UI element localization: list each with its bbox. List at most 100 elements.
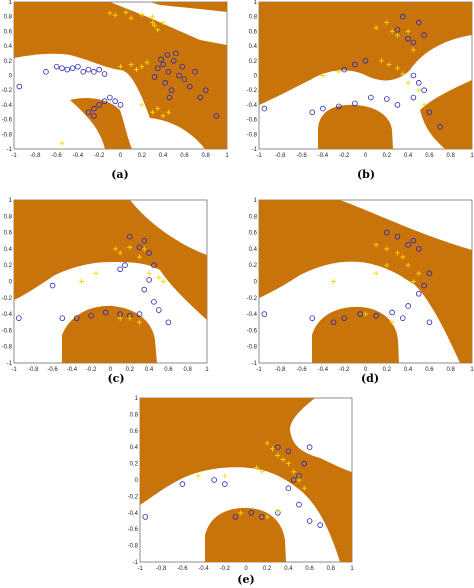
x-axis: -1 -0.8 -0.6 -0.4 -0.2 0 0.2 0.4 0.6 0.8 1 <box>11 367 209 373</box>
x-axis: -1 -0.8 -0.6 -0.4 -0.2 0 0.2 0.4 0.6 0.8 1 <box>256 153 474 159</box>
decision-region <box>205 507 286 562</box>
data-point-plus <box>363 311 368 317</box>
y-tick-label: -1 <box>7 147 13 153</box>
y-tick-label: 0.8 <box>4 214 13 220</box>
data-point-circle <box>421 32 427 38</box>
y-tick-label: 0.6 <box>249 29 258 35</box>
y-tick-label: 0.2 <box>130 462 139 468</box>
data-point-plus <box>139 11 145 17</box>
x-tick-label: -0.4 <box>73 153 84 159</box>
data-point-plus <box>149 20 155 26</box>
data-point-circle <box>69 65 76 71</box>
panel-e: -1 -0.8 -0.6 -0.4 -0.2 0 0.2 0.4 0.6 0.8 1 1 0.8 0.6… <box>128 396 355 586</box>
data-point-circle <box>383 96 390 102</box>
x-tick-label: -0.8 <box>156 566 167 572</box>
decision-region <box>318 104 393 149</box>
y-tick-label: 0.8 <box>130 412 139 418</box>
data-point-circle <box>415 80 422 86</box>
data-point-plus <box>254 465 260 471</box>
decision-region <box>140 398 352 562</box>
data-point-circle <box>306 518 313 524</box>
x-tick-label: -0.2 <box>86 367 97 373</box>
data-point-circle <box>122 262 128 269</box>
data-point-circle <box>141 286 148 293</box>
data-point-plus <box>146 270 152 276</box>
x-tick-label: 0.8 <box>184 367 193 373</box>
data-point-plus <box>389 28 395 34</box>
data-point-circle <box>91 69 97 75</box>
data-point-plus <box>291 469 297 475</box>
data-point-circle <box>166 94 173 101</box>
data-point-circle <box>317 522 324 528</box>
x-tick-label: -0.2 <box>220 566 231 572</box>
x-tick-label: -0.2 <box>94 153 105 159</box>
x-tick-label: -0.4 <box>67 367 78 373</box>
y-axis: 1 0.8 0.6 0.4 0.2 0 -0.2 -0.4 -0.6 -0.8 -1 <box>247 198 258 367</box>
data-point-circle <box>165 319 172 326</box>
data-point-plus <box>149 14 155 20</box>
data-point-plus <box>259 469 265 475</box>
x-tick-label: -0.6 <box>296 367 307 373</box>
data-point-circle <box>285 448 292 455</box>
data-point-plus <box>394 250 400 256</box>
y-tick-label: 0 <box>9 280 13 286</box>
y-tick-label: 0.4 <box>249 44 258 50</box>
x-tick-label: 0.6 <box>180 153 189 159</box>
data-point-plus <box>118 64 123 70</box>
y-axis: 1 0.8 0.6 0.4 0.2 0 -0.2 -0.4 -0.6 -0.8 -1 <box>247 0 258 153</box>
panel-c: -1 -0.8 -0.6 -0.4 -0.2 0 0.2 0.4 0.6 0.8 1 1 0.8 0.6… <box>2 198 210 385</box>
y-tick-label: -0.4 <box>2 312 13 318</box>
data-point-plus <box>275 508 281 514</box>
x-tick-label: 0.6 <box>164 367 173 373</box>
x-tick-label: 0.2 <box>383 153 392 159</box>
data-point-circle <box>309 315 316 321</box>
data-point-circle <box>146 250 152 256</box>
data-point-circle <box>405 303 411 309</box>
y-tick-label: 0.2 <box>249 59 258 65</box>
data-point-circle <box>73 315 80 321</box>
data-point-circle <box>410 237 417 244</box>
data-point-circle <box>101 98 108 105</box>
data-point-circle <box>53 63 60 70</box>
data-point-circle <box>91 105 97 112</box>
x-tick-label: 0 <box>109 367 113 373</box>
data-point-plus <box>416 87 422 93</box>
data-point-plus <box>161 279 167 284</box>
y-tick-label: 0.8 <box>249 214 258 220</box>
data-point-circle <box>142 514 149 520</box>
data-point-circle <box>155 307 162 313</box>
data-point-plus <box>400 71 406 77</box>
x-tick-label: 0.4 <box>284 566 293 572</box>
data-point-plus <box>59 140 65 146</box>
x-tick-label: 0.8 <box>202 153 211 159</box>
data-point-plus <box>331 279 337 284</box>
panel-b: -1 -0.8 -0.6 -0.4 -0.2 0 0.2 0.4 0.6 0.8 1 1 0.8 0.6… <box>247 0 474 181</box>
y-axis: 1 0.8 0.6 0.4 0.2 0 -0.2 -0.4 -0.6 -0.8 -1 <box>2 198 13 367</box>
x-tick-label: 0.4 <box>404 153 413 159</box>
data-point-circle <box>309 109 316 116</box>
y-tick-label: -0.6 <box>2 328 13 334</box>
y-tick-label: 0.4 <box>249 247 258 253</box>
data-point-plus <box>285 461 291 467</box>
data-point-circle <box>102 309 109 316</box>
data-point-plus <box>394 65 400 71</box>
data-point-plus <box>410 279 416 284</box>
data-point-plus <box>301 485 307 491</box>
data-point-circle <box>222 481 228 487</box>
data-point-plus <box>410 47 416 53</box>
y-tick-label: -0.6 <box>128 527 139 533</box>
x-tick-label: -0.6 <box>47 367 58 373</box>
data-point-circle <box>117 102 124 108</box>
decision-region <box>70 98 132 149</box>
y-tick-label: 0.6 <box>4 231 13 237</box>
y-tick-label: -0.2 <box>128 494 139 500</box>
x-tick-label: -0.8 <box>275 367 286 373</box>
panel-label: (e) <box>237 573 254 586</box>
x-tick-label: -0.2 <box>339 153 350 159</box>
data-point-circle <box>154 65 161 71</box>
y-tick-label: -0.2 <box>247 88 258 94</box>
data-point-circle <box>202 87 209 93</box>
data-point-plus <box>394 32 400 38</box>
y-tick-label: 1 <box>254 0 258 6</box>
y-tick-label: -0.4 <box>247 103 258 109</box>
